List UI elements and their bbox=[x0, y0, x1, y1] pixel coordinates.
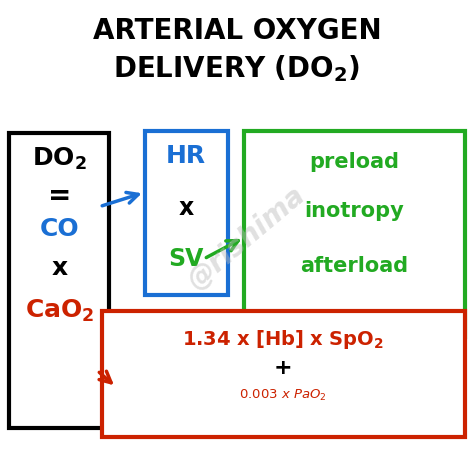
Bar bbox=[102, 311, 465, 437]
Text: @rishima: @rishima bbox=[182, 180, 311, 294]
Text: $\mathbf{DELIVERY\ (DO_2)}$: $\mathbf{DELIVERY\ (DO_2)}$ bbox=[113, 54, 361, 84]
Text: afterload: afterload bbox=[300, 256, 409, 276]
Text: $0.003\ x\ PaO_2$: $0.003\ x\ PaO_2$ bbox=[239, 388, 327, 403]
Text: $\mathbf{CaO_2}$: $\mathbf{CaO_2}$ bbox=[25, 298, 94, 324]
Text: preload: preload bbox=[310, 152, 399, 171]
Text: x: x bbox=[51, 256, 67, 280]
Text: inotropy: inotropy bbox=[304, 201, 404, 221]
Text: $\mathbf{1.34\ x\ [Hb]\ x\ SpO_2}$: $\mathbf{1.34\ x\ [Hb]\ x\ SpO_2}$ bbox=[182, 328, 384, 351]
Text: +: + bbox=[274, 358, 292, 378]
Bar bbox=[244, 131, 465, 337]
Text: CO: CO bbox=[39, 217, 79, 241]
Text: $\mathbf{DO_2}$: $\mathbf{DO_2}$ bbox=[32, 146, 87, 172]
Text: ARTERIAL OXYGEN: ARTERIAL OXYGEN bbox=[93, 17, 381, 45]
Bar bbox=[145, 131, 228, 294]
Text: SV: SV bbox=[168, 247, 204, 271]
Text: HR: HR bbox=[166, 144, 206, 168]
Bar bbox=[9, 133, 109, 428]
Text: =: = bbox=[47, 182, 71, 209]
Text: x: x bbox=[178, 196, 194, 219]
